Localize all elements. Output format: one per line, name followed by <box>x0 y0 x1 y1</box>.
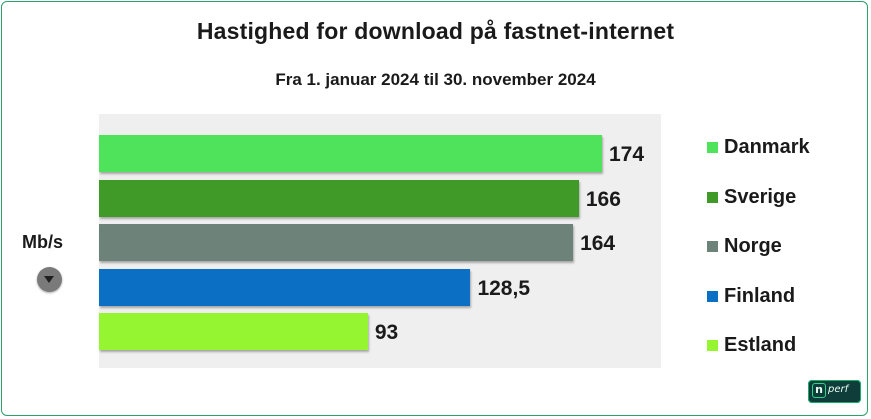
legend-label: Sverige <box>724 185 797 208</box>
legend-swatch <box>707 340 718 351</box>
legend-label: Finland <box>724 284 796 307</box>
unit-label: Mb/s <box>22 232 64 252</box>
legend-swatch <box>707 290 718 302</box>
legend-label: Norge <box>724 235 782 257</box>
chart-title: Hastighed for download på fastnet-intern… <box>196 18 675 44</box>
logo-text: perf <box>828 384 849 395</box>
sort-toggle-button[interactable] <box>37 267 62 292</box>
bar-value-label: 93 <box>374 321 399 344</box>
logo-n-mark: n <box>812 383 826 398</box>
bar-norge[interactable] <box>99 224 574 261</box>
bar-sverige[interactable] <box>99 179 579 217</box>
bar-finland[interactable] <box>99 268 471 306</box>
bar-value-label: 164 <box>580 232 616 255</box>
legend-label: Estland <box>724 334 797 356</box>
bar-value-label: 128,5 <box>477 276 531 300</box>
chart-subtitle: Fra 1. januar 2024 til 30. november 2024 <box>275 70 596 89</box>
nperf-logo: n perf <box>808 380 861 403</box>
legend-label: Danmark <box>724 136 810 158</box>
bar-value-label: 174 <box>609 143 645 166</box>
bar-danmark[interactable] <box>99 135 602 172</box>
legend-swatch <box>707 241 718 252</box>
bar-estland[interactable] <box>99 313 368 350</box>
legend-swatch <box>707 191 718 203</box>
legend-swatch <box>707 142 718 153</box>
triangle-down-icon <box>44 276 54 283</box>
bar-value-label: 166 <box>585 187 621 211</box>
